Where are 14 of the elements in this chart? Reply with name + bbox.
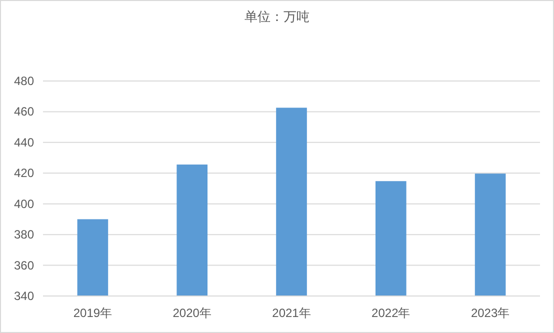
y-tick-label: 480 (14, 74, 34, 88)
y-tick-label: 360 (14, 258, 34, 272)
y-tick-label: 340 (14, 289, 34, 303)
y-tick-label: 460 (14, 104, 34, 119)
x-tick-label: 2021年 (272, 306, 311, 320)
x-tick-label: 2022年 (372, 306, 410, 320)
y-tick-label: 420 (14, 166, 34, 180)
x-tick-label: 2020年 (172, 306, 212, 320)
x-tick-label: 2019年 (73, 306, 112, 320)
y-tick-label: 380 (14, 228, 34, 242)
x-tick-label: 2023年 (470, 306, 510, 320)
y-tick-label: 400 (14, 196, 34, 211)
chart-title: 单位：万吨 (244, 9, 310, 24)
y-tick-label: 440 (14, 135, 34, 150)
